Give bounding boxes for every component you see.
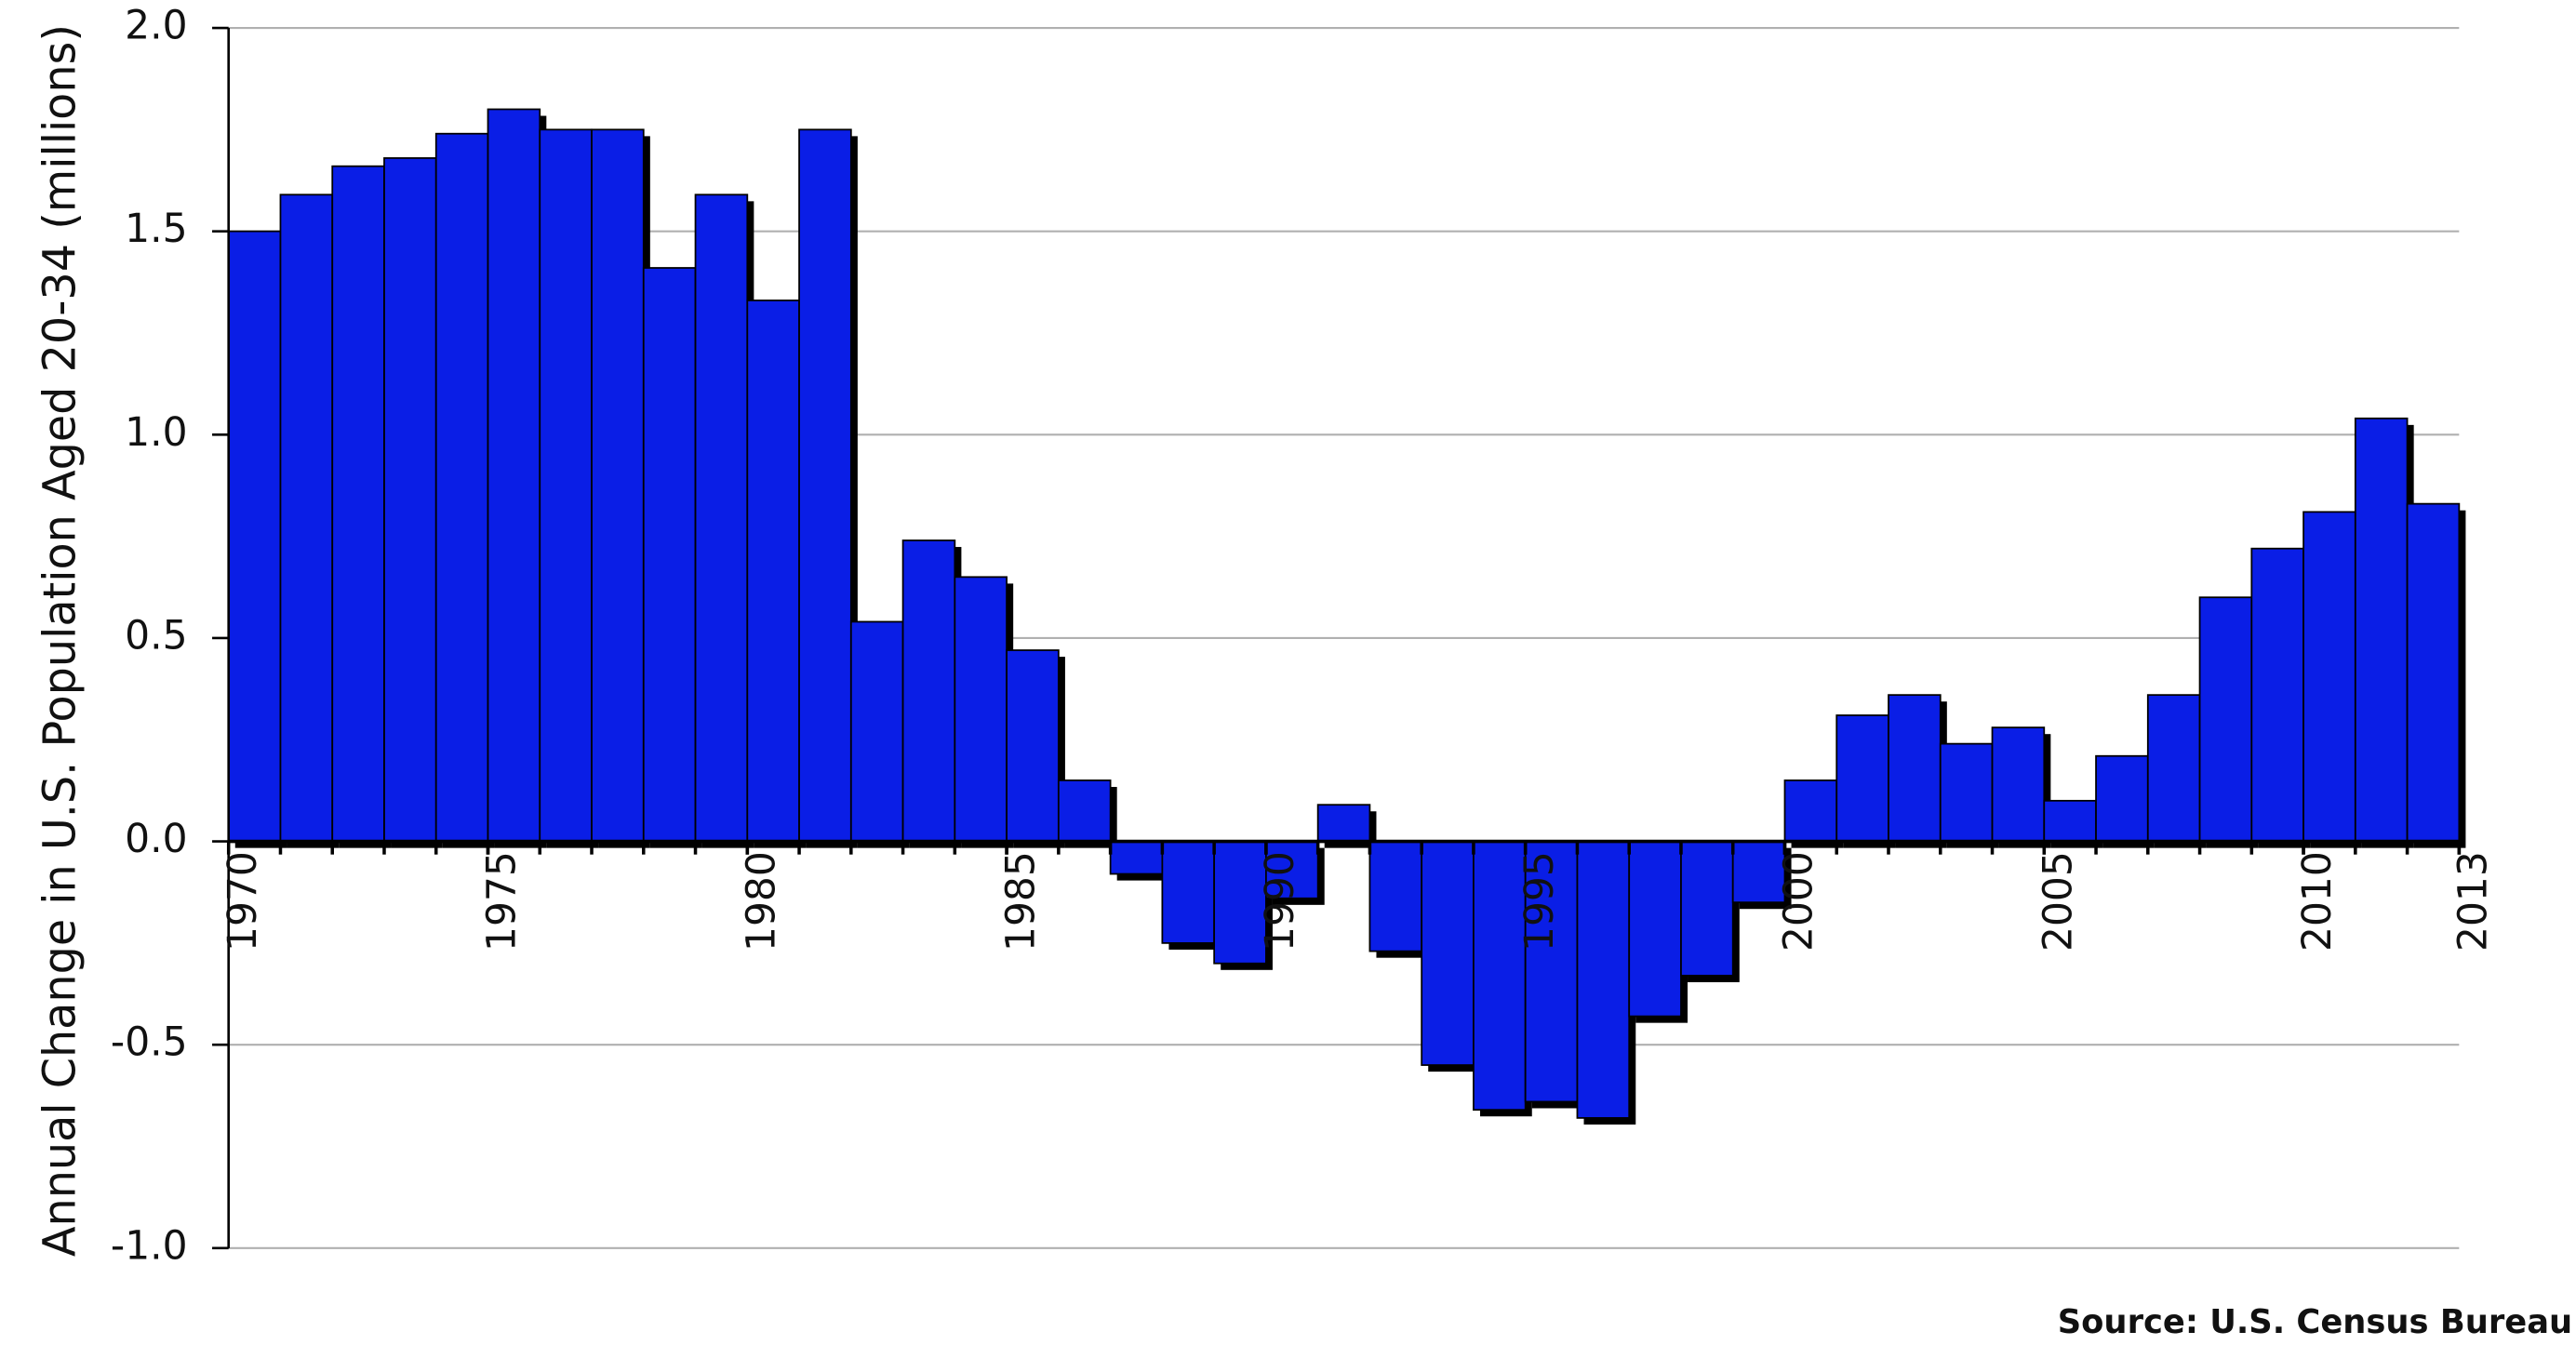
source-note: Source: U.S. Census Bureau — [2058, 1303, 2572, 1341]
bar — [1421, 840, 1475, 1066]
y-axis-label: Annual Change in U.S. Population Aged 20… — [34, 24, 86, 1257]
x-tick-label: 1980 — [738, 851, 783, 952]
y-tick-label: 1.5 — [125, 206, 187, 251]
bar — [1783, 779, 1838, 843]
bar — [849, 620, 904, 843]
bar — [954, 576, 1008, 843]
bar — [1316, 804, 1371, 843]
bar — [1265, 840, 1319, 899]
x-tick-label: 1995 — [1516, 851, 1562, 952]
bar — [1939, 742, 1994, 843]
bar — [1057, 779, 1112, 843]
bar — [1680, 840, 1734, 977]
bar — [1161, 840, 1216, 944]
bar — [1576, 840, 1631, 1119]
x-tick-label: 2005 — [2035, 851, 2080, 952]
bar — [1368, 840, 1423, 952]
bar — [901, 539, 956, 843]
bar — [642, 267, 697, 843]
x-tick-label: 2010 — [2294, 851, 2340, 952]
y-tick-label: 1.0 — [125, 409, 187, 455]
bar — [1835, 714, 1889, 843]
x-tick-label: 1985 — [997, 851, 1043, 952]
x-tick-label: 1975 — [479, 851, 525, 952]
bar — [539, 128, 593, 843]
bar — [331, 165, 385, 843]
bar — [2302, 511, 2356, 843]
x-tick-label: 2013 — [2450, 851, 2496, 952]
bar — [2198, 596, 2253, 843]
y-tick-label: 0.0 — [125, 816, 187, 861]
bar — [383, 157, 437, 843]
bar — [1731, 840, 1786, 904]
bar — [1213, 840, 1267, 965]
bar — [2406, 502, 2461, 843]
bar — [2095, 754, 2149, 843]
y-tick-label: 2.0 — [125, 3, 187, 48]
bar — [434, 132, 489, 843]
bar — [487, 108, 541, 843]
bar — [2250, 547, 2304, 843]
bar — [694, 193, 749, 843]
bar — [746, 300, 800, 843]
y-tick-label: -1.0 — [111, 1222, 188, 1268]
bar — [798, 128, 852, 843]
bar — [2043, 799, 2097, 843]
x-tick-label: 2000 — [1776, 851, 1822, 952]
bar — [227, 230, 282, 843]
x-tick-label: 1990 — [1257, 851, 1302, 952]
bar — [1628, 840, 1682, 1018]
bar — [279, 193, 334, 843]
bar — [591, 128, 645, 843]
y-tick-label: 0.5 — [125, 612, 187, 658]
bar — [2354, 417, 2409, 843]
x-tick-label: 1970 — [220, 851, 265, 952]
bar — [1888, 694, 1942, 843]
bar — [1991, 726, 2046, 843]
bar — [1006, 649, 1060, 843]
bar — [1109, 840, 1164, 875]
y-tick-label: -0.5 — [111, 1019, 188, 1065]
bar — [2146, 694, 2201, 843]
